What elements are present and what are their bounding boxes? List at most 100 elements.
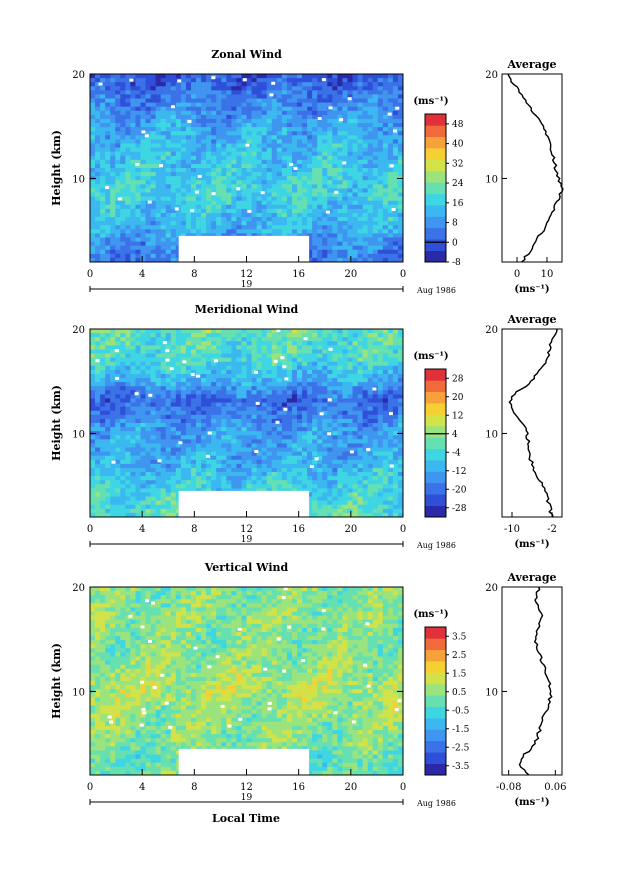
heatmap-cell [185, 369, 192, 375]
heatmap-cell [185, 459, 192, 465]
heatmap-cell [372, 333, 379, 338]
heatmap-cell [327, 447, 333, 453]
heatmap-cell [367, 406, 374, 412]
heatmap-cell [135, 163, 141, 169]
heatmap-cell [110, 337, 116, 342]
heatmap-cell [120, 168, 126, 173]
heatmap-cell [185, 329, 192, 334]
heatmap-cell [231, 410, 237, 416]
heatmap-cell [241, 329, 247, 334]
heatmap-cell [140, 418, 146, 424]
heatmap-cell [342, 200, 348, 206]
heatmap-cell [175, 443, 182, 448]
heatmap-cell [175, 98, 182, 104]
heatmap-cell [110, 410, 116, 416]
heatmap-cell [261, 78, 268, 83]
heatmap-cell [150, 365, 157, 371]
heatmap-cell [196, 439, 202, 444]
heatmap-cell [145, 427, 151, 432]
heatmap-cell [105, 455, 111, 461]
heatmap-cell [332, 349, 338, 354]
heatmap-cell [241, 200, 247, 206]
heatmap-cell [266, 106, 273, 112]
heatmap-cell [105, 249, 111, 255]
heatmap-cell [226, 225, 232, 230]
heatmap-cell [115, 86, 121, 91]
heatmap-cell [352, 86, 358, 91]
heatmap-cell [332, 394, 338, 399]
heatmap-cell [352, 349, 358, 354]
heatmap-cell [392, 357, 399, 363]
heatmap-cell [291, 200, 298, 206]
heatmap-cell [115, 245, 121, 251]
heatmap-cell [281, 192, 288, 198]
heatmap-cell [241, 435, 247, 440]
heatmap-cell [377, 123, 384, 128]
heatmap-cell [120, 249, 126, 255]
heatmap-cell [266, 455, 273, 461]
heatmap-cell [140, 74, 146, 79]
heatmap-cell [266, 180, 273, 185]
heatmap-cell [165, 196, 172, 202]
heatmap-cell [221, 455, 227, 461]
heatmap-cell [337, 196, 343, 202]
heatmap-cell [266, 168, 273, 173]
heatmap-cell [377, 386, 384, 391]
heatmap-cell [185, 155, 192, 161]
heatmap-cell [286, 196, 293, 202]
heatmap-cell [372, 451, 379, 457]
heatmap-cell [322, 357, 328, 363]
heatmap-cell [357, 118, 364, 124]
heatmap-cell [185, 455, 192, 461]
heatmap-cell [211, 151, 217, 157]
heatmap-cell [221, 159, 227, 165]
heatmap-cell [190, 98, 197, 104]
heatmap-cell [271, 114, 278, 120]
heatmap-cell [246, 151, 252, 157]
heatmap-cell [307, 369, 313, 375]
heatmap-cell [246, 106, 252, 112]
heatmap-cell [246, 123, 252, 128]
heatmap-cell [382, 110, 389, 116]
heatmap-cell [180, 378, 187, 383]
heatmap-cell [110, 341, 116, 346]
heatmap-cell [196, 212, 202, 218]
heatmap-cell [352, 361, 358, 367]
heatmap-cell [271, 414, 278, 420]
heatmap-cell [201, 196, 207, 202]
heatmap-cell [317, 378, 323, 383]
heatmap-cell [100, 447, 106, 453]
heatmap-cell [196, 82, 202, 87]
heatmap-cell [337, 333, 343, 338]
heatmap-cell [221, 451, 227, 457]
heatmap-cell [196, 106, 202, 112]
heatmap-cell [170, 435, 177, 440]
heatmap-cell [196, 398, 202, 403]
heatmap-cell [397, 345, 403, 350]
heatmap-cell [251, 233, 257, 238]
heatmap-cell [382, 345, 389, 350]
heatmap-cell [180, 139, 187, 144]
heatmap-cell [322, 127, 328, 132]
heatmap-cell [367, 378, 374, 383]
heatmap-cell [180, 168, 187, 173]
heatmap-cell [332, 410, 338, 416]
heatmap-cell [231, 102, 237, 108]
heatmap-cell [226, 204, 232, 210]
missing-data-speck [159, 164, 163, 168]
heatmap-cell [160, 241, 167, 247]
heatmap-cell [226, 369, 232, 375]
heatmap-cell [110, 402, 116, 408]
heatmap-cell [140, 131, 146, 136]
heatmap-cell [266, 217, 273, 222]
heatmap-cell [190, 184, 197, 189]
heatmap-cell [100, 418, 106, 424]
heatmap-cell [105, 200, 111, 206]
heatmap-cell [261, 459, 268, 465]
heatmap-cell [140, 329, 146, 334]
heatmap-cell [261, 114, 268, 120]
heatmap-cell [357, 114, 364, 120]
heatmap-cell [397, 225, 403, 230]
heatmap-cell [337, 151, 343, 157]
heatmap-cell [312, 114, 318, 120]
